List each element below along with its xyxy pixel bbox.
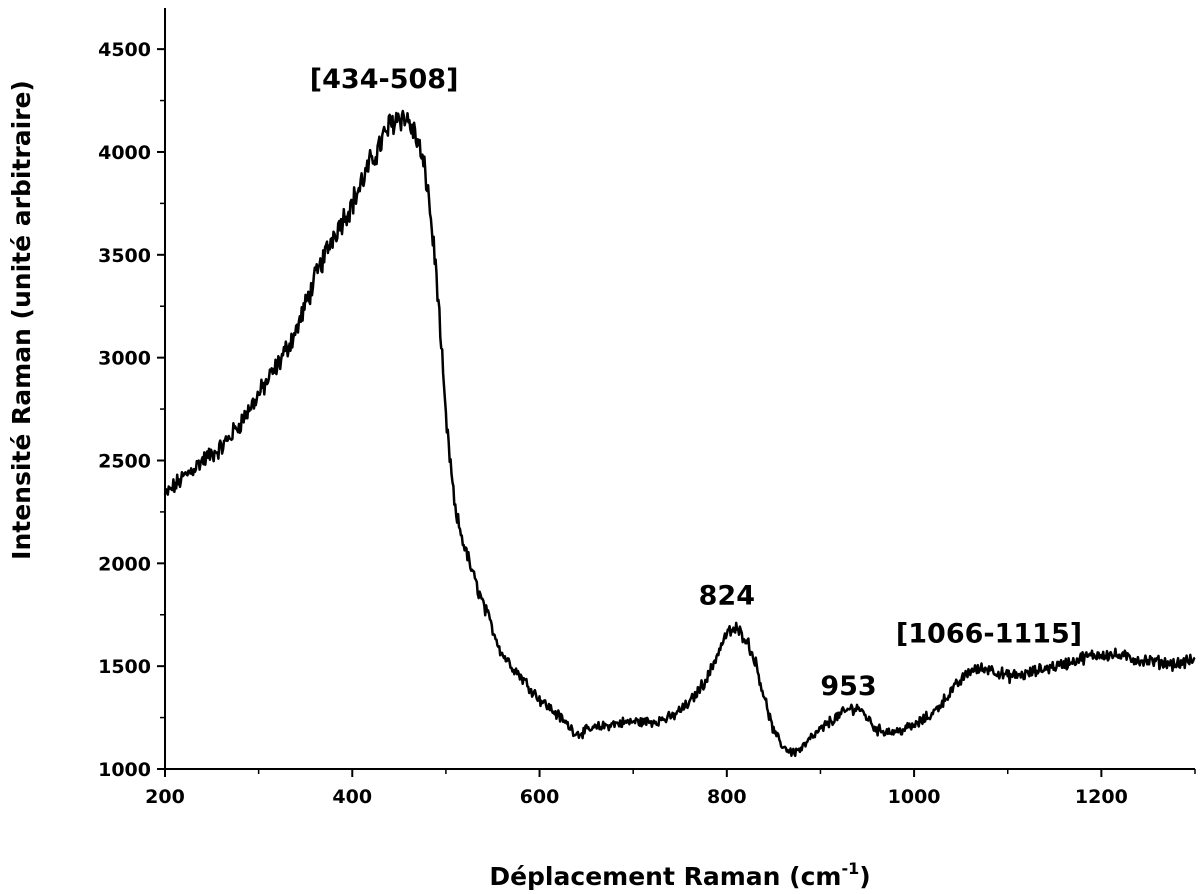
y-tick-label: 3500 [98, 245, 151, 267]
x-ticks: 200 400 600 800 1000 1200 [145, 769, 1196, 808]
x-axis-title-superscript: -1 [841, 859, 859, 878]
y-tick-label: 1500 [98, 656, 151, 678]
y-tick-label: 2500 [98, 450, 151, 472]
x-tick-label: 1000 [888, 786, 941, 808]
x-axis-title: Déplacement Raman (cm-1) [489, 859, 870, 891]
x-tick-label: 400 [332, 786, 372, 808]
y-axis-title: Intensité Raman (unité arbitraire) [7, 80, 36, 560]
series-line-spectrum [163, 109, 1196, 758]
x-tick-label: 1200 [1075, 786, 1128, 808]
y-tick-label: 4000 [98, 142, 151, 164]
x-tick-label: 200 [145, 786, 185, 808]
y-ticks: 1000 1500 2000 2500 3000 3500 4000 4500 [98, 39, 165, 781]
y-tick-label: 3000 [98, 348, 151, 370]
peak-annotation: [434-508] [310, 64, 459, 95]
x-axis-title-main: Déplacement Raman (cm [489, 862, 841, 891]
x-axis-title-suffix: ) [859, 862, 870, 891]
peak-annotation: 824 [699, 580, 755, 611]
peak-annotations: [434-508] 824 953 [1066-1115] [310, 64, 1082, 702]
x-tick-label: 600 [520, 786, 560, 808]
peak-annotation: 953 [820, 671, 876, 702]
peak-annotation: [1066-1115] [896, 619, 1082, 650]
y-tick-label: 1000 [98, 759, 151, 781]
y-tick-label: 4500 [98, 39, 151, 61]
y-tick-label: 2000 [98, 553, 151, 575]
x-tick-label: 800 [707, 786, 747, 808]
